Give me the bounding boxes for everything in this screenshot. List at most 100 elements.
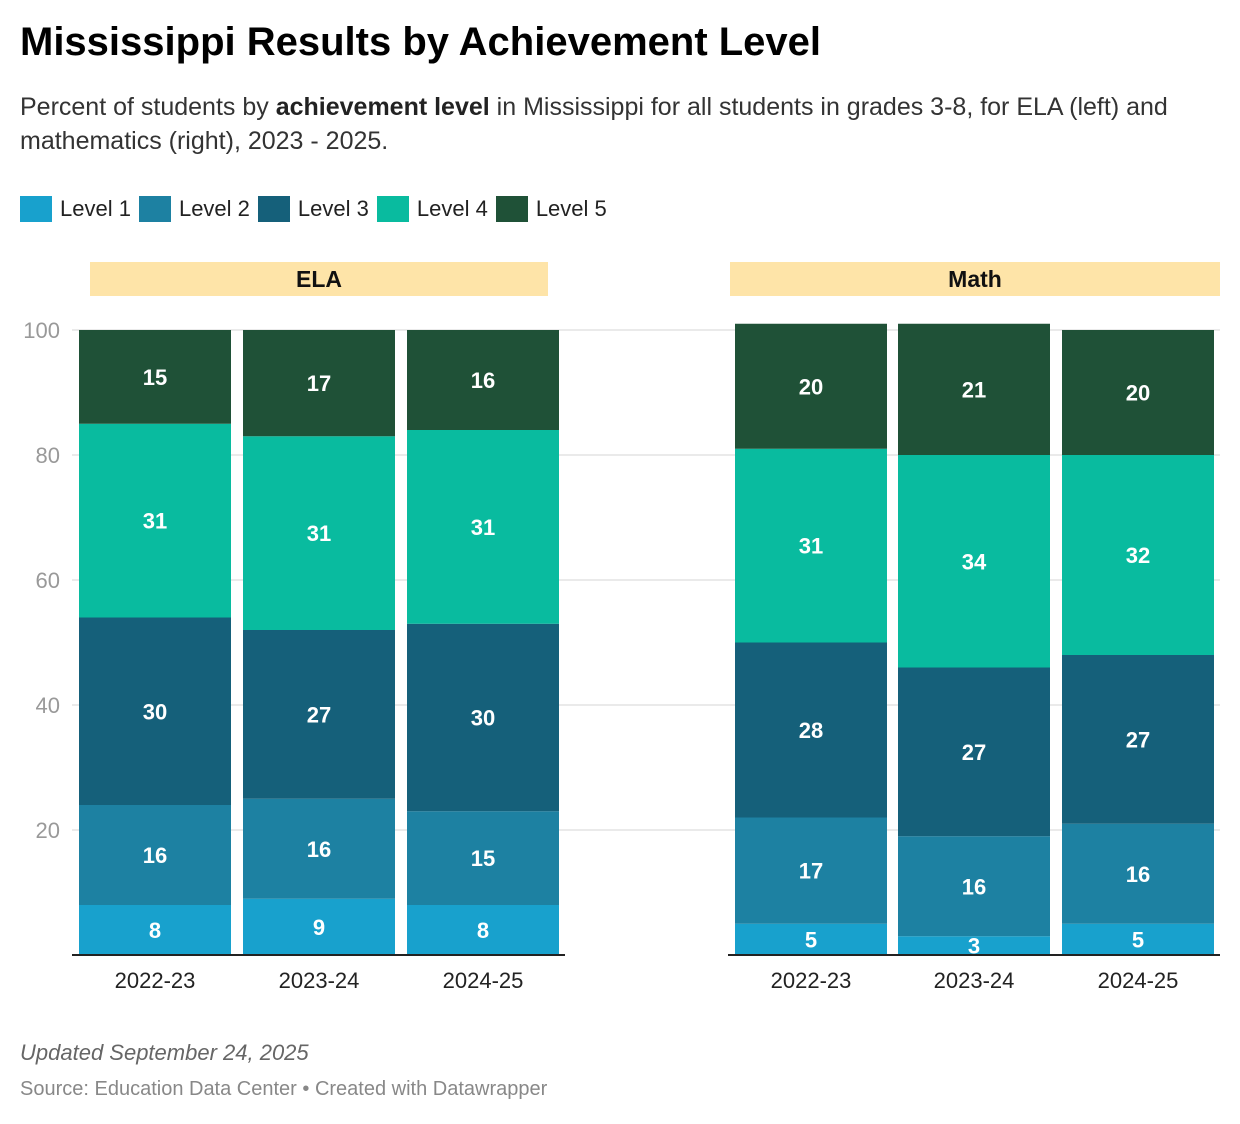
bar-segment-level-3 <box>407 623 559 812</box>
data-label: 32 <box>1126 543 1150 568</box>
data-label: 20 <box>1126 381 1150 406</box>
y-tick-label: 40 <box>36 693 60 718</box>
data-label: 31 <box>799 534 823 559</box>
data-label: 28 <box>799 718 823 743</box>
y-tick-label: 20 <box>36 818 60 843</box>
y-tick-label: 100 <box>23 318 60 343</box>
bar-segment-level-4 <box>735 448 887 643</box>
data-label: 27 <box>962 740 986 765</box>
legend-item-level-5: Level 5 <box>495 196 607 222</box>
bar-segment-level-3 <box>735 642 887 818</box>
subtitle-bold: achievement level <box>275 93 490 121</box>
bar-segment-level-5 <box>243 330 395 437</box>
subtitle-text-end: in Mississippi for all students in grade… <box>20 93 1168 155</box>
data-label: 16 <box>1126 862 1150 887</box>
bar-segment-level-5 <box>407 330 559 430</box>
legend-label: Level 2 <box>178 196 250 221</box>
data-label: 16 <box>307 837 331 862</box>
legend-swatch <box>376 196 409 222</box>
data-label: 15 <box>143 365 167 390</box>
bar-segment-level-1 <box>407 905 559 955</box>
bar-segment-level-4 <box>1062 455 1214 655</box>
bar-segment-level-2 <box>735 817 887 924</box>
subtitle-text: Percent of students by <box>20 93 276 121</box>
legend-label: Level 4 <box>416 196 488 221</box>
y-tick-label: 60 <box>36 568 60 593</box>
panel-header <box>90 262 548 296</box>
bar-segment-level-1 <box>898 936 1050 955</box>
data-label: 30 <box>471 706 495 731</box>
data-label: 17 <box>799 859 823 884</box>
legend: Level 1 Level 2 Level 3 Level 4 Level 5 <box>20 196 607 222</box>
legend-swatch <box>138 196 171 222</box>
legend-item-level-3: Level 3 <box>257 196 369 222</box>
bar-segment-level-5 <box>735 323 887 449</box>
legend-label: Level 5 <box>535 196 607 221</box>
bar-segment-level-2 <box>243 798 395 899</box>
data-label: 30 <box>143 699 167 724</box>
legend-swatch <box>20 196 52 222</box>
chart-subtitle: Percent of students by achievement level… <box>20 90 1220 158</box>
bar-segment-level-1 <box>243 898 395 955</box>
bar-segment-level-5 <box>79 330 231 424</box>
legend-label: Level 1 <box>60 196 131 221</box>
legend-item-level-2: Level 2 <box>138 196 250 222</box>
data-label: 16 <box>471 368 495 393</box>
y-tick-label: 80 <box>36 443 60 468</box>
data-label: 16 <box>143 843 167 868</box>
bar-segment-level-1 <box>79 905 231 955</box>
bar-segment-level-5 <box>1062 330 1214 455</box>
source-note: Source: Education Data Center • Created … <box>20 1078 548 1100</box>
bar-segment-level-3 <box>898 667 1050 837</box>
chart-title: Mississippi Results by Achievement Level <box>20 20 822 64</box>
x-tick-label: 2023-24 <box>934 968 1015 993</box>
bar-segment-level-2 <box>1062 823 1214 924</box>
data-label: 20 <box>799 374 823 399</box>
legend-item-level-4: Level 4 <box>376 196 488 222</box>
bar-segment-level-4 <box>898 455 1050 668</box>
panel-header <box>730 262 1220 296</box>
data-label: 3 <box>968 934 980 959</box>
data-label: 31 <box>307 521 331 546</box>
bar-segment-level-1 <box>735 923 887 955</box>
data-label: 8 <box>477 918 489 943</box>
legend-item-level-1: Level 1 <box>20 196 131 222</box>
x-tick-label: 2022-23 <box>115 968 196 993</box>
x-tick-label: 2023-24 <box>279 968 360 993</box>
x-tick-label: 2024-25 <box>443 968 524 993</box>
data-label: 5 <box>805 927 817 952</box>
data-label: 27 <box>1126 727 1150 752</box>
legend-label: Level 3 <box>297 196 369 221</box>
data-label: 31 <box>143 509 167 534</box>
data-label: 9 <box>313 915 325 940</box>
data-label: 5 <box>1132 927 1144 952</box>
x-tick-label: 2022-23 <box>771 968 852 993</box>
data-label: 34 <box>962 549 987 574</box>
bar-segment-level-2 <box>79 805 231 905</box>
data-label: 8 <box>149 918 161 943</box>
bar-segment-level-5 <box>898 323 1050 455</box>
x-tick-label: 2024-25 <box>1098 968 1179 993</box>
panel-title: ELA <box>296 266 342 292</box>
data-label: 31 <box>471 515 495 540</box>
data-label: 27 <box>307 702 331 727</box>
bar-segment-level-3 <box>79 617 231 805</box>
bar-segment-level-3 <box>243 630 395 799</box>
updated-note: Updated September 24, 2025 <box>20 1040 309 1065</box>
data-label: 15 <box>471 846 495 871</box>
legend-swatch <box>495 196 528 222</box>
bar-segment-level-4 <box>243 436 395 630</box>
bar-segment-level-1 <box>1062 923 1214 955</box>
bar-segment-level-3 <box>1062 655 1214 824</box>
bar-segment-level-2 <box>407 811 559 905</box>
data-label: 17 <box>307 371 331 396</box>
panel-title: Math <box>948 266 1002 292</box>
data-label: 16 <box>962 874 986 899</box>
legend-swatch <box>257 196 290 222</box>
bar-segment-level-2 <box>898 836 1050 937</box>
bar-segment-level-4 <box>407 430 559 624</box>
bar-segment-level-4 <box>79 423 231 618</box>
data-label: 21 <box>962 377 986 402</box>
